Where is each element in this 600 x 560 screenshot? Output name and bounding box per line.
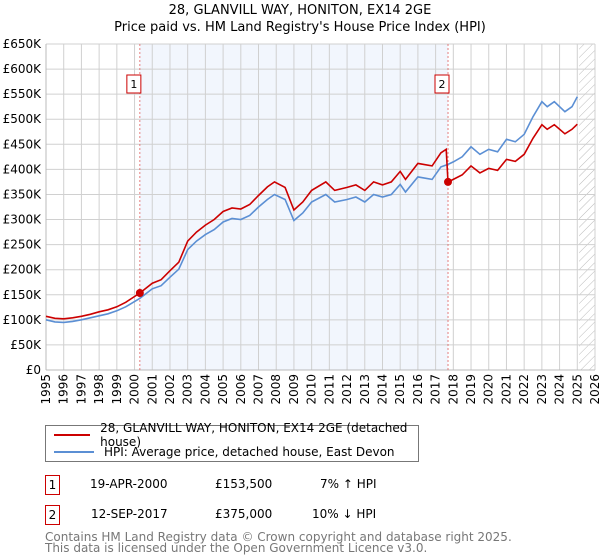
transaction-row: 1 19-APR-2000 £153,500 7% ↑ HPI [45, 475, 445, 495]
y-tick-label: £150K [3, 288, 43, 302]
x-tick-label: 2003 [181, 374, 195, 405]
y-tick-label: £500K [3, 112, 43, 126]
x-tick-label: 2012 [340, 374, 354, 405]
x-tick-label: 1996 [57, 374, 71, 405]
y-tick-label: £450K [3, 137, 43, 151]
x-tick-label: 2013 [358, 374, 372, 405]
transaction-date: 12-SEP-2017 [91, 507, 168, 521]
legend-blue-line [54, 451, 94, 453]
transaction-price: £375,000 [215, 507, 273, 521]
x-tick-label: 2000 [128, 374, 142, 405]
x-tick-label: 2026 [588, 374, 600, 405]
x-tick-label: 2018 [446, 374, 460, 405]
x-tick-label: 2022 [517, 374, 531, 405]
hpi-line [45, 96, 579, 324]
transaction-date: 19-APR-2000 [90, 477, 168, 491]
x-tick-label: 2021 [499, 374, 513, 405]
transaction-row: 2 12-SEP-2017 £375,000 10% ↓ HPI [45, 505, 445, 525]
x-tick-label: 2023 [535, 374, 549, 405]
sale-label-box [434, 74, 450, 94]
y-tick-label: £350K [3, 187, 43, 201]
x-tick-label: 2005 [216, 374, 230, 405]
price-chart: 1995 1996 1997 1998 1999 2000 2001 2002 2003 2004… [3, 37, 600, 405]
x-tick-label: 2006 [234, 374, 248, 405]
x-tick-label: 2024 [553, 374, 567, 405]
y-tick-label: £200K [3, 263, 43, 277]
x-tick-label: 2010 [305, 374, 319, 405]
legend-hpi: HPI: Average price, detached house, East… [104, 445, 395, 459]
y-tick-label: £600K [3, 62, 43, 76]
sale-label: 1 [130, 78, 137, 91]
chart-title: 28, GLANVILL WAY, HONITON, EX14 2GE [168, 3, 432, 18]
footer-licence: This data is licensed under the Open Gov… [45, 541, 428, 555]
legend-red-line [54, 434, 91, 436]
chart-subtitle: Price paid vs. HM Land Registry's House … [114, 20, 486, 35]
transaction-hpi: 7% ↑ HPI [320, 477, 377, 491]
x-tick-label: 2002 [163, 374, 177, 405]
x-tick-label: 2015 [393, 374, 407, 405]
x-tick-label: 2011 [322, 374, 336, 405]
x-tick-label: 2009 [287, 374, 301, 405]
sale-label-box [126, 74, 142, 94]
y-tick-label: £250K [3, 238, 43, 252]
x-tick-label: 1995 [39, 374, 53, 405]
x-tick-label: 2001 [145, 374, 159, 405]
sale-point [135, 289, 144, 298]
x-tick-label: 1997 [74, 374, 88, 405]
x-tick-label: 2025 [570, 374, 584, 405]
x-tick-label: 2016 [411, 374, 425, 405]
x-tick-label: 2008 [269, 374, 283, 405]
x-tick-label: 1998 [92, 374, 106, 405]
x-tick-label: 2004 [198, 374, 212, 405]
forecast-hatch [579, 44, 595, 370]
transaction-badge: 1 [45, 475, 60, 495]
transaction-price: £153,500 [215, 477, 273, 491]
y-tick-label: £100K [3, 313, 43, 327]
y-tick-label: £550K [3, 87, 43, 101]
x-tick-label: 2017 [429, 374, 443, 405]
x-tick-label: 1999 [110, 374, 124, 405]
sale-label: 2 [439, 78, 446, 91]
transaction-hpi: 10% ↓ HPI [312, 507, 377, 521]
y-tick-label: £50K [10, 338, 42, 352]
y-tick-label: £0 [26, 363, 41, 377]
footer-copyright: Contains HM Land Registry data © Crown c… [45, 530, 512, 544]
x-tick-label: 2014 [375, 374, 389, 405]
y-tick-label: £400K [3, 162, 43, 176]
sale-point [444, 177, 453, 186]
transaction-badge: 2 [45, 505, 60, 525]
y-tick-label: £300K [3, 213, 43, 227]
x-tick-label: 2007 [252, 374, 266, 405]
x-tick-label: 2019 [464, 374, 478, 405]
y-tick-label: £650K [3, 37, 43, 51]
legend-property: 28, GLANVILL WAY, HONITON, EX14 2GE (det… [100, 421, 408, 449]
legend: 28, GLANVILL WAY, HONITON, EX14 2GE (det… [45, 421, 419, 462]
x-tick-label: 2020 [482, 374, 496, 405]
